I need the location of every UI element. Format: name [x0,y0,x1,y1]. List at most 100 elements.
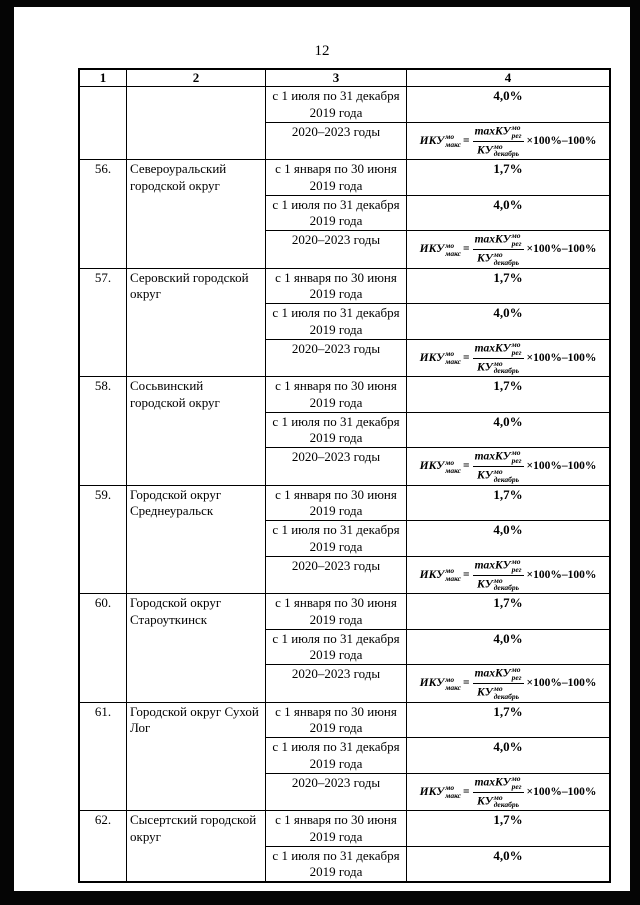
period-cell: 2020–2023 годы [265,772,407,812]
period-cell: с 1 января по 30 июня 2019 года [265,267,407,305]
formula-supsub: мо макс [445,457,461,475]
period-cell: 2020–2023 годы [265,338,407,378]
period-cell: с 1 июля по 31 декабря 2019 года [265,86,407,123]
column-header-1: 1 [78,68,127,88]
formula-supsub: мо рег [511,339,522,357]
table-row: 2020–2023 годы ИКУ мо макс = maxКУ мо рег КУ мо де… [79,555,611,595]
row-number-cell: 60. [78,593,127,703]
period-cell: с 1 января по 30 июня 2019 года [265,810,407,847]
period-cell: с 1 июля по 31 декабря 2019 года [265,628,407,666]
table-row: 2020–2023 годы ИКУ мо макс = maxКУ мо рег КУ мо де… [79,230,611,269]
period-cell: с 1 июля по 31 декабря 2019 года [265,845,407,883]
formula-cell: ИКУ мо макс = maxКУ мо рег КУ мо декабрь ×100%–100… [406,230,611,269]
iku-max-formula: ИКУ мо макс = maxКУ мо рег КУ мо декабрь ×100%–100… [419,665,597,701]
tariff-table: 1 2 3 4 с 1 июля по 31 декабря 2019 года… [78,68,611,884]
table-row: 62. Сысертский городской округ с 1 января … [78,810,611,883]
row-number-cell: 58. [78,376,127,486]
table-header-row: 1 2 3 4 [78,68,611,88]
period-cell: с 1 января по 30 июня 2019 года [265,593,407,630]
table-row: с 1 июля по 31 декабря 2019 года 4,0% [79,737,611,774]
table-body: с 1 июля по 31 декабря 2019 года 4,0% 2020… [78,86,611,883]
formula-cell: ИКУ мо макс = maxКУ мо рег КУ мо декабрь ×100%–100… [406,772,611,812]
formula-cell: ИКУ мо макс = maxКУ мо рег КУ мо декабрь ×100%–100… [406,121,611,161]
table-row: 2020–2023 годы ИКУ мо макс = maxКУ мо рег КУ мо де… [79,664,611,703]
iku-max-formula: ИКУ мо макс = maxКУ мо рег КУ мо декабрь ×100%–100… [419,339,597,376]
period-cell: 2020–2023 годы [265,121,407,161]
municipality-name-cell: Сысертский городской округ [126,810,266,883]
table-row: 61. Городской округ Сухой Лог с 1 января п… [78,701,611,812]
table-row: с 1 июля по 31 декабря 2019 года 4,0% [79,520,611,557]
formula-supsub: мо декабрь [493,250,520,267]
formula-cell: ИКУ мо макс = maxКУ мо рег КУ мо декабрь ×100%–100… [406,555,611,595]
formula-supsub: мо декабрь [493,467,520,484]
value-cell: 4,0% [406,194,611,232]
formula-supsub: мо рег [511,231,522,249]
period-cell: с 1 января по 30 июня 2019 года [265,159,407,196]
formula-supsub: мо рег [511,773,522,791]
iku-max-formula: ИКУ мо макс = maxКУ мо рег КУ мо декабрь ×100%–100… [419,773,597,810]
iku-max-formula: ИКУ мо макс = maxКУ мо рег КУ мо декабрь ×100%–100… [419,448,597,484]
formula-cell: ИКУ мо макс = maxКУ мо рег КУ мо декабрь ×100%–100… [406,338,611,378]
value-cell: 1,7% [406,376,611,413]
formula-supsub: мо макс [445,674,461,692]
value-cell: 4,0% [406,737,611,774]
formula-supsub: мо декабрь [493,684,520,701]
period-cell: с 1 июля по 31 декабря 2019 года [265,194,407,232]
iku-max-formula: ИКУ мо макс = maxКУ мо рег КУ мо декабрь ×100%–100… [419,556,597,593]
period-cell: с 1 января по 30 июня 2019 года [265,701,407,739]
formula-supsub: мо макс [445,240,461,258]
table-row: 60. Городской округ Староуткинск с 1 январ… [78,593,611,703]
municipality-name-cell: Городской округ Среднеуральск [126,484,266,595]
row-number-cell: 61. [78,701,127,812]
municipality-name-cell [126,86,266,161]
municipality-name-cell: Городской округ Сухой Лог [126,701,266,812]
iku-max-formula: ИКУ мо макс = maxКУ мо рег КУ мо декабрь ×100%–100… [419,122,597,159]
value-cell: 1,7% [406,484,611,522]
document-page: 12 1 2 3 4 с 1 июля по 31 декабря 2019 г… [14,7,630,891]
value-cell: 1,7% [406,810,611,847]
table-row: с 1 июля по 31 декабря 2019 года 4,0% [79,194,611,232]
row-number-cell [78,86,127,161]
table-row: 2020–2023 годы ИКУ мо макс = maxКУ мо рег КУ мо де… [79,447,611,486]
table-row: 2020–2023 годы ИКУ мо макс = maxКУ мо рег КУ мо де… [79,772,611,812]
value-cell: 1,7% [406,159,611,196]
period-cell: 2020–2023 годы [265,230,407,269]
period-cell: 2020–2023 годы [265,555,407,595]
period-cell: 2020–2023 годы [265,447,407,486]
column-header-3: 3 [265,68,407,88]
table-row: с 1 июля по 31 декабря 2019 года 4,0% [79,845,611,883]
table-row: 59. Городской округ Среднеуральск с 1 янва… [78,484,611,595]
value-cell: 4,0% [406,86,611,123]
table-row: с 1 июля по 31 декабря 2019 года 4,0% [79,303,611,340]
period-cell: 2020–2023 годы [265,664,407,703]
value-cell: 4,0% [406,411,611,449]
iku-max-formula: ИКУ мо макс = maxКУ мо рег КУ мо декабрь ×100%–100… [419,231,597,267]
period-cell: с 1 июля по 31 декабря 2019 года [265,737,407,774]
formula-supsub: мо макс [445,349,461,366]
period-cell: с 1 января по 30 июня 2019 года [265,484,407,522]
column-header-4: 4 [406,68,611,88]
row-number-cell: 57. [78,267,127,378]
table-row: 2020–2023 годы ИКУ мо макс = maxКУ мо рег КУ мо де… [79,338,611,378]
value-cell: 4,0% [406,520,611,557]
value-cell: 4,0% [406,845,611,883]
formula-supsub: мо рег [511,122,522,140]
municipality-name-cell: Серовский городской округ [126,267,266,378]
formula-supsub: мо декабрь [493,141,520,159]
table-row: с 1 июля по 31 декабря 2019 года 4,0% [78,86,611,161]
formula-cell: ИКУ мо макс = maxКУ мо рег КУ мо декабрь ×100%–100… [406,664,611,703]
formula-supsub: мо декабрь [493,358,520,376]
row-number-cell: 59. [78,484,127,595]
table-row: 2020–2023 годы ИКУ мо макс = maxКУ мо рег КУ мо де… [79,121,611,161]
period-cell: с 1 июля по 31 декабря 2019 года [265,411,407,449]
value-cell: 1,7% [406,267,611,305]
formula-supsub: мо декабрь [493,575,520,593]
table-row: 56. Североуральский городской округ с 1 ян… [78,159,611,269]
municipality-name-cell: Городской округ Староуткинск [126,593,266,703]
formula-cell: ИКУ мо макс = maxКУ мо рег КУ мо декабрь ×100%–100… [406,447,611,486]
value-cell: 4,0% [406,628,611,666]
row-number-cell: 56. [78,159,127,269]
municipality-name-cell: Североуральский городской округ [126,159,266,269]
value-cell: 1,7% [406,701,611,739]
